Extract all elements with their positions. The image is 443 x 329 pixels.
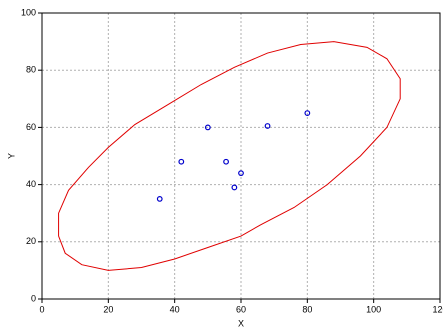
point bbox=[178, 158, 185, 165]
plot-frame bbox=[41, 12, 441, 300]
y-tick-label: 40 bbox=[26, 179, 36, 189]
point bbox=[223, 158, 229, 165]
y-axis-label: Y bbox=[6, 153, 16, 159]
confidence-ellipse bbox=[58, 41, 401, 271]
y-tick-label: 20 bbox=[26, 236, 36, 246]
point bbox=[156, 195, 163, 202]
y-tick-label: 80 bbox=[26, 65, 36, 75]
y-tick-label: 60 bbox=[26, 122, 36, 132]
x-tick-label: 100 bbox=[366, 304, 381, 314]
x-tick-label: 20 bbox=[103, 304, 113, 314]
point bbox=[231, 184, 238, 191]
y-tick-label: 0 bbox=[31, 293, 36, 303]
x-tick-label: 120 bbox=[432, 304, 443, 314]
y-tick-label: 100 bbox=[21, 7, 36, 17]
x-tick-label: 60 bbox=[236, 304, 246, 314]
point bbox=[304, 110, 311, 116]
x-axis-label: X bbox=[238, 318, 244, 328]
x-tick-label: 40 bbox=[170, 304, 180, 314]
x-tick-label: 0 bbox=[39, 304, 44, 314]
point bbox=[204, 124, 211, 131]
point bbox=[238, 170, 244, 177]
x-tick-label: 80 bbox=[302, 304, 312, 314]
point bbox=[264, 123, 271, 129]
